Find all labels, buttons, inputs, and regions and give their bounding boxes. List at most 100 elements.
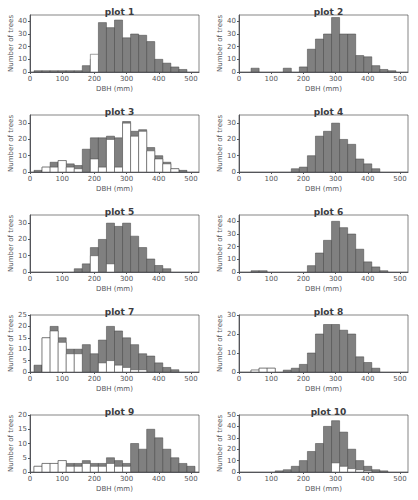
- svg-text:0: 0: [28, 375, 32, 383]
- svg-text:DBH (mm): DBH (mm): [96, 485, 133, 493]
- svg-text:300: 300: [329, 275, 342, 283]
- svg-text:5: 5: [23, 454, 27, 462]
- svg-text:400: 400: [152, 275, 165, 283]
- svg-text:Number of trees: Number of trees: [7, 215, 15, 272]
- svg-text:500: 500: [184, 275, 197, 283]
- svg-text:20: 20: [18, 235, 27, 243]
- svg-text:DBH (mm): DBH (mm): [96, 185, 133, 193]
- svg-text:0: 0: [23, 368, 27, 376]
- svg-text:plot 4: plot 4: [314, 107, 343, 117]
- svg-text:300: 300: [329, 375, 342, 383]
- svg-text:plot 9: plot 9: [105, 407, 134, 417]
- svg-text:0: 0: [232, 368, 236, 376]
- svg-text:plot 3: plot 3: [105, 107, 134, 117]
- svg-text:Number of trees: Number of trees: [216, 15, 224, 72]
- svg-text:500: 500: [184, 175, 197, 183]
- svg-text:400: 400: [152, 375, 165, 383]
- svg-text:0: 0: [237, 375, 241, 383]
- svg-text:300: 300: [329, 475, 342, 483]
- svg-text:10: 10: [18, 345, 27, 353]
- svg-text:300: 300: [120, 75, 133, 83]
- svg-text:0: 0: [232, 468, 236, 476]
- svg-text:10: 10: [227, 255, 236, 263]
- svg-text:400: 400: [152, 75, 165, 83]
- svg-text:40: 40: [18, 17, 27, 25]
- svg-text:100: 100: [265, 475, 278, 483]
- svg-text:100: 100: [56, 275, 69, 283]
- svg-text:30: 30: [227, 434, 236, 442]
- svg-text:20: 20: [227, 445, 236, 453]
- svg-text:plot 2: plot 2: [314, 7, 343, 17]
- svg-text:0: 0: [23, 68, 27, 76]
- svg-text:400: 400: [361, 375, 374, 383]
- svg-text:0: 0: [232, 68, 236, 76]
- svg-text:400: 400: [361, 175, 374, 183]
- svg-text:20: 20: [227, 330, 236, 338]
- svg-text:plot 10: plot 10: [311, 407, 347, 417]
- svg-text:Number of trees: Number of trees: [216, 315, 224, 372]
- svg-text:0: 0: [28, 175, 32, 183]
- svg-text:20: 20: [18, 411, 27, 419]
- svg-text:DBH (mm): DBH (mm): [305, 485, 342, 493]
- svg-text:100: 100: [56, 375, 69, 383]
- svg-text:10: 10: [227, 55, 236, 63]
- svg-text:10: 10: [18, 55, 27, 63]
- svg-text:200: 200: [297, 375, 310, 383]
- svg-text:15: 15: [18, 334, 27, 342]
- svg-text:400: 400: [152, 475, 165, 483]
- svg-text:0: 0: [237, 175, 241, 183]
- svg-text:0: 0: [232, 168, 236, 176]
- svg-text:0: 0: [28, 275, 32, 283]
- svg-text:200: 200: [88, 375, 101, 383]
- svg-text:30: 30: [227, 30, 236, 38]
- svg-text:300: 300: [329, 75, 342, 83]
- svg-text:Number of trees: Number of trees: [216, 215, 224, 272]
- svg-text:5: 5: [23, 357, 27, 365]
- svg-text:0: 0: [232, 268, 236, 276]
- svg-text:DBH (mm): DBH (mm): [305, 385, 342, 393]
- svg-text:30: 30: [227, 230, 236, 238]
- svg-text:Number of trees: Number of trees: [7, 415, 15, 472]
- svg-text:300: 300: [329, 175, 342, 183]
- svg-text:100: 100: [265, 275, 278, 283]
- svg-text:plot 6: plot 6: [314, 207, 343, 217]
- svg-text:Number of trees: Number of trees: [216, 415, 224, 472]
- svg-text:200: 200: [88, 175, 101, 183]
- svg-text:40: 40: [227, 17, 236, 25]
- svg-text:0: 0: [237, 75, 241, 83]
- svg-text:30: 30: [227, 311, 236, 319]
- svg-text:500: 500: [393, 75, 406, 83]
- svg-text:200: 200: [88, 75, 101, 83]
- svg-text:30: 30: [18, 219, 27, 227]
- svg-text:DBH (mm): DBH (mm): [305, 185, 342, 193]
- svg-text:300: 300: [120, 175, 133, 183]
- svg-text:0: 0: [23, 168, 27, 176]
- svg-text:20: 20: [227, 43, 236, 51]
- svg-text:20: 20: [18, 43, 27, 51]
- svg-text:20: 20: [227, 135, 236, 143]
- svg-text:100: 100: [56, 75, 69, 83]
- svg-text:200: 200: [297, 175, 310, 183]
- svg-text:30: 30: [227, 119, 236, 127]
- svg-text:0: 0: [237, 275, 241, 283]
- svg-text:500: 500: [393, 475, 406, 483]
- svg-text:0: 0: [23, 468, 27, 476]
- svg-text:500: 500: [184, 75, 197, 83]
- svg-text:0: 0: [237, 475, 241, 483]
- svg-text:DBH (mm): DBH (mm): [96, 285, 133, 293]
- svg-text:DBH (mm): DBH (mm): [96, 85, 133, 93]
- svg-text:50: 50: [227, 411, 236, 419]
- svg-text:500: 500: [184, 475, 197, 483]
- svg-text:DBH (mm): DBH (mm): [305, 85, 342, 93]
- svg-text:10: 10: [227, 152, 236, 160]
- svg-text:DBH (mm): DBH (mm): [96, 385, 133, 393]
- svg-text:300: 300: [120, 375, 133, 383]
- svg-text:400: 400: [361, 475, 374, 483]
- svg-text:plot 1: plot 1: [105, 7, 134, 17]
- svg-text:300: 300: [120, 275, 133, 283]
- svg-text:Number of trees: Number of trees: [7, 315, 15, 372]
- svg-text:10: 10: [227, 349, 236, 357]
- svg-text:400: 400: [361, 275, 374, 283]
- svg-text:40: 40: [227, 422, 236, 430]
- svg-text:0: 0: [28, 75, 32, 83]
